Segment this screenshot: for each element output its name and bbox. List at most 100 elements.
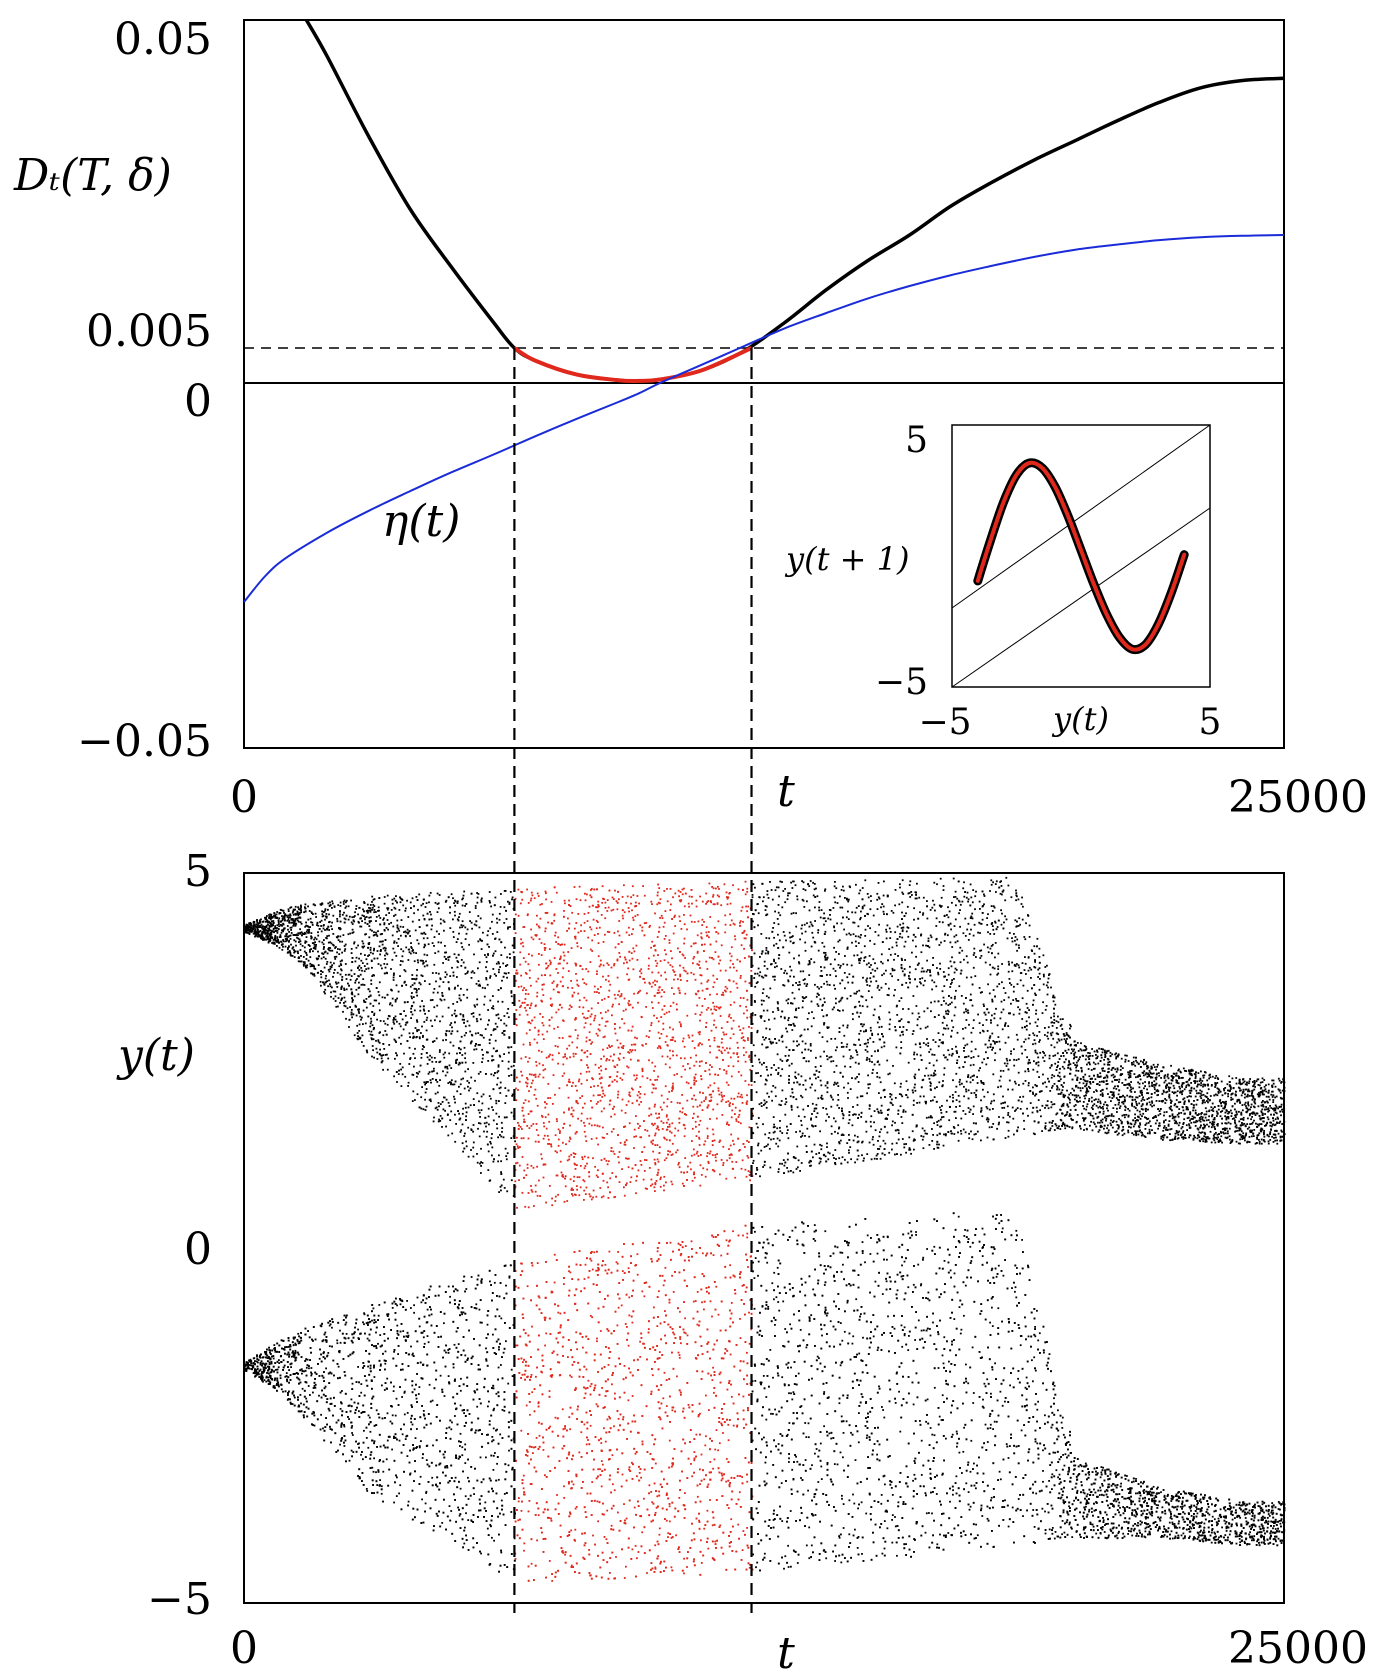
scatter-point — [1065, 1032, 1068, 1034]
scatter-point — [330, 991, 332, 994]
scatter-point — [603, 1107, 605, 1110]
scatter-point — [725, 1033, 728, 1036]
scatter-point — [1205, 1113, 1208, 1116]
scatter-point — [731, 1167, 734, 1170]
scatter-point — [765, 949, 768, 952]
scatter-point — [826, 1146, 828, 1148]
scatter-point — [696, 1150, 699, 1153]
scatter-point — [687, 1082, 690, 1085]
scatter-point — [856, 1104, 859, 1106]
scatter-point — [1194, 1077, 1197, 1080]
scatter-point — [999, 1069, 1002, 1072]
scatter-point — [1105, 1052, 1108, 1054]
scatter-point — [516, 1161, 519, 1164]
scatter-point — [559, 1132, 561, 1134]
scatter-point — [379, 917, 382, 919]
scatter-point — [1224, 1132, 1227, 1135]
scatter-point — [889, 937, 892, 939]
scatter-point — [1179, 1087, 1181, 1090]
scatter-point — [421, 1025, 423, 1028]
scatter-point — [1003, 921, 1005, 924]
scatter-point — [733, 1143, 735, 1146]
scatter-point — [582, 1006, 585, 1009]
scatter-point — [901, 936, 904, 939]
scatter-point — [462, 1015, 465, 1018]
scatter-point — [598, 1029, 601, 1032]
scatter-point — [564, 1055, 566, 1058]
scatter-point — [1239, 1134, 1242, 1136]
scatter-point — [525, 973, 528, 975]
scatter-point — [950, 983, 952, 985]
scatter-point — [1247, 1088, 1250, 1091]
scatter-point — [588, 905, 591, 908]
scatter-point — [503, 922, 506, 924]
scatter-point — [980, 1080, 982, 1082]
scatter-point — [1205, 1119, 1208, 1122]
scatter-point — [365, 933, 367, 935]
scatter-point — [866, 1153, 869, 1155]
scatter-point — [1131, 1096, 1134, 1098]
scatter-point — [880, 1025, 883, 1028]
scatter-point — [1145, 1061, 1148, 1064]
scatter-point — [690, 920, 693, 923]
scatter-point — [969, 993, 972, 996]
scatter-point — [928, 1144, 931, 1146]
scatter-point — [693, 1047, 696, 1049]
scatter-point — [1202, 1085, 1204, 1088]
scatter-point — [484, 987, 486, 990]
scatter-point — [571, 995, 574, 998]
scatter-point — [462, 894, 465, 897]
scatter-point — [607, 1186, 609, 1189]
scatter-point — [1218, 1100, 1221, 1103]
scatter-point — [425, 902, 428, 904]
scatter-point — [522, 926, 525, 928]
scatter-point — [740, 1074, 743, 1077]
scatter-point — [891, 969, 894, 972]
scatter-point — [580, 947, 582, 949]
scatter-point — [1015, 894, 1018, 897]
scatter-point — [541, 903, 543, 905]
scatter-point — [536, 923, 538, 926]
scatter-point — [423, 1081, 426, 1084]
scatter-point — [820, 1157, 822, 1160]
scatter-point — [613, 993, 616, 996]
scatter-point — [433, 1067, 435, 1070]
scatter-point — [946, 914, 948, 916]
scatter-point — [948, 1053, 951, 1056]
scatter-point — [842, 885, 844, 888]
scatter-point — [717, 932, 720, 935]
scatter-point — [535, 980, 538, 983]
scatter-point — [1158, 1084, 1161, 1087]
scatter-point — [703, 921, 705, 923]
scatter-point — [469, 920, 471, 922]
scatter-point — [779, 880, 782, 883]
scatter-point — [620, 1109, 623, 1112]
scatter-point — [1263, 1089, 1266, 1092]
scatter-point — [789, 975, 792, 978]
scatter-point — [1025, 922, 1027, 925]
scatter-point — [323, 983, 326, 986]
scatter-point — [811, 1102, 814, 1105]
scatter-point — [416, 1075, 418, 1078]
scatter-point — [951, 1019, 953, 1022]
scatter-point — [648, 1134, 651, 1137]
scatter-point — [321, 910, 323, 913]
scatter-point — [1106, 1063, 1109, 1066]
scatter-point — [760, 1003, 763, 1006]
scatter-point — [897, 1129, 900, 1132]
scatter-point — [1181, 1093, 1183, 1096]
scatter-point — [824, 1084, 827, 1087]
scatter-point — [622, 1072, 625, 1075]
scatter-point — [699, 1014, 702, 1016]
scatter-point — [1164, 1119, 1167, 1121]
scatter-point — [934, 1041, 937, 1043]
scatter-point — [592, 1078, 594, 1081]
scatter-point — [1262, 1103, 1264, 1106]
scatter-point — [1135, 1132, 1137, 1134]
scatter-point — [1105, 1115, 1108, 1118]
scatter-point — [1209, 1095, 1212, 1097]
scatter-point — [854, 911, 857, 914]
scatter-point — [437, 1120, 440, 1123]
scatter-point — [350, 1009, 353, 1011]
scatter-point — [618, 898, 620, 901]
